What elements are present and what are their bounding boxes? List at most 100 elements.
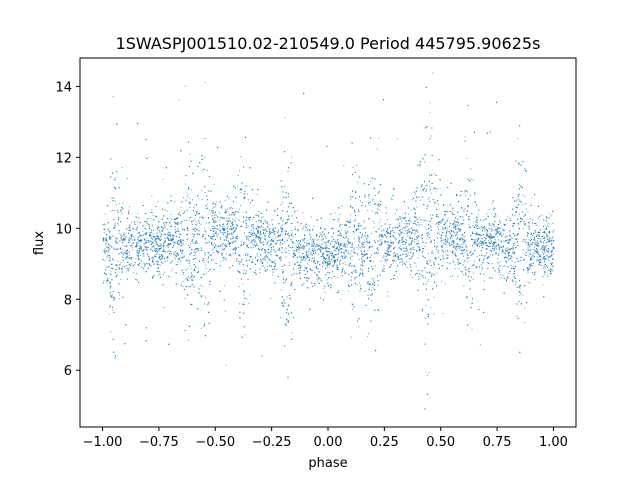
data-point: [266, 261, 268, 263]
data-point: [221, 254, 222, 256]
data-point: [239, 255, 241, 257]
data-point: [501, 246, 502, 248]
data-point: [406, 230, 408, 232]
data-point: [528, 239, 530, 241]
data-point: [358, 235, 360, 237]
data-point: [289, 284, 291, 286]
data-point: [262, 216, 264, 218]
data-point: [360, 285, 362, 287]
data-point: [353, 232, 355, 234]
data-point: [410, 242, 412, 244]
data-point: [373, 279, 375, 281]
data-point: [522, 194, 524, 196]
data-point: [264, 252, 266, 254]
data-point: [140, 260, 142, 262]
data-point: [256, 255, 258, 257]
data-point: [350, 272, 352, 274]
data-point: [458, 224, 460, 226]
data-point: [211, 203, 213, 205]
data-point: [114, 222, 116, 224]
data-point: [537, 256, 539, 258]
data-point: [371, 233, 373, 235]
data-point: [350, 206, 352, 208]
data-point: [266, 252, 268, 254]
data-point: [258, 231, 260, 232]
data-point: [150, 229, 152, 231]
data-point: [502, 247, 504, 249]
data-point: [146, 240, 148, 242]
data-point: [492, 243, 494, 245]
data-point: [491, 236, 493, 238]
data-point: [106, 257, 108, 259]
data-point: [529, 282, 531, 284]
data-point: [151, 256, 153, 258]
data-point: [505, 278, 507, 280]
data-point: [175, 264, 177, 266]
data-point: [497, 255, 499, 257]
data-point: [246, 237, 248, 239]
data-point: [323, 252, 325, 254]
data-point: [260, 258, 261, 260]
data-point: [367, 335, 369, 337]
data-point: [410, 221, 412, 223]
data-point: [517, 138, 519, 140]
data-point: [377, 192, 379, 194]
data-point: [416, 224, 418, 226]
data-point: [446, 251, 448, 253]
data-point: [247, 225, 249, 227]
data-point: [447, 217, 449, 219]
data-point: [224, 285, 226, 287]
data-point: [429, 271, 431, 273]
data-point: [225, 364, 227, 366]
data-point: [370, 289, 372, 291]
data-point: [289, 265, 291, 266]
data-point: [450, 204, 451, 205]
data-point: [135, 243, 137, 245]
data-point: [161, 226, 163, 228]
data-point: [195, 220, 197, 222]
data-point: [363, 221, 365, 223]
data-point: [449, 250, 451, 252]
data-point: [347, 241, 349, 243]
data-point: [123, 232, 125, 234]
data-point: [359, 200, 361, 202]
data-point: [187, 238, 189, 240]
data-point: [281, 224, 283, 226]
data-point: [172, 268, 174, 270]
data-point: [377, 284, 379, 286]
data-point: [227, 225, 229, 227]
data-point: [446, 233, 448, 234]
data-point: [531, 256, 533, 258]
data-point: [208, 251, 210, 253]
data-point: [306, 244, 308, 246]
data-point: [530, 232, 532, 234]
data-point: [158, 239, 160, 241]
data-point: [329, 255, 331, 257]
data-point: [430, 307, 432, 309]
data-point: [476, 256, 478, 258]
data-point: [205, 273, 207, 275]
data-point: [362, 276, 364, 277]
data-point: [478, 241, 480, 243]
data-point: [497, 226, 498, 228]
data-point: [126, 178, 128, 179]
data-point: [509, 235, 511, 237]
data-point: [396, 138, 398, 140]
data-point: [427, 198, 429, 200]
data-point: [463, 285, 465, 287]
data-point: [442, 226, 444, 228]
data-point: [145, 249, 147, 250]
data-point: [367, 210, 369, 212]
data-point: [246, 254, 248, 256]
data-point: [223, 249, 225, 251]
data-point: [221, 254, 223, 256]
data-point: [155, 244, 157, 245]
data-point: [397, 264, 399, 266]
data-point: [128, 229, 130, 231]
data-point: [352, 265, 354, 267]
data-point: [153, 245, 154, 246]
data-point: [491, 202, 493, 204]
data-point: [504, 236, 506, 238]
data-point: [488, 209, 490, 211]
data-point: [373, 281, 375, 283]
